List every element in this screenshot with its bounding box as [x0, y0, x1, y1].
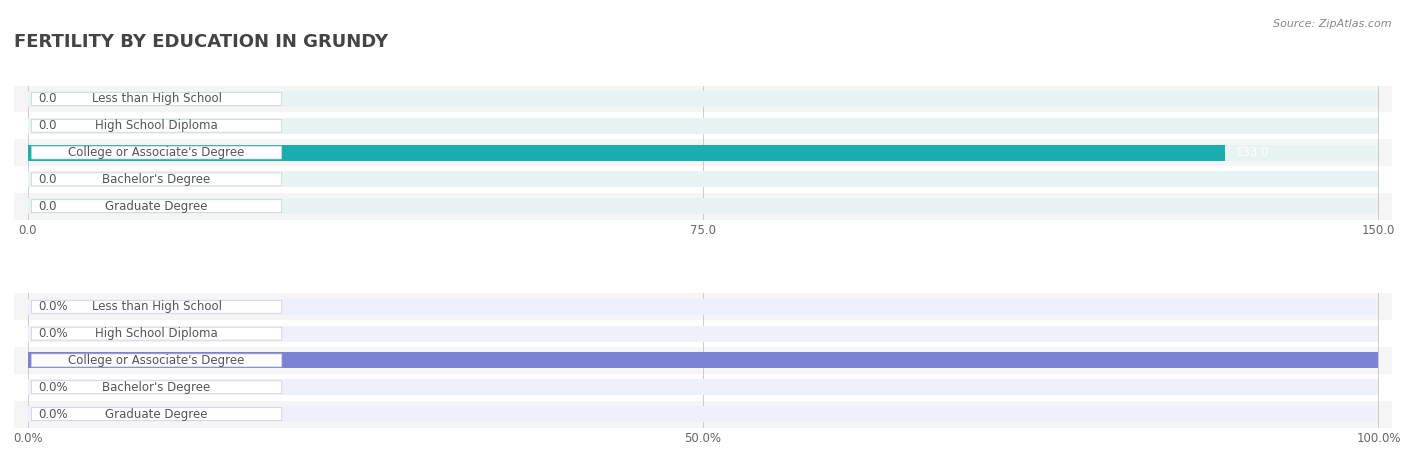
Text: Less than High School: Less than High School [91, 93, 222, 105]
Bar [14, 320, 1392, 347]
Text: Bachelor's Degree: Bachelor's Degree [103, 173, 211, 186]
FancyBboxPatch shape [31, 408, 281, 420]
Bar [14, 294, 1392, 320]
Text: 133.0: 133.0 [1236, 146, 1270, 159]
Bar [14, 86, 1392, 112]
Bar [28, 299, 1378, 315]
Text: Graduate Degree: Graduate Degree [105, 200, 208, 213]
Text: Graduate Degree: Graduate Degree [105, 408, 208, 420]
Bar [28, 352, 1378, 369]
Text: Bachelor's Degree: Bachelor's Degree [103, 381, 211, 394]
Bar [28, 144, 1378, 161]
Bar [14, 347, 1392, 374]
Bar [28, 171, 1378, 188]
Text: 100.0%: 100.0% [1389, 354, 1406, 367]
Text: 0.0%: 0.0% [38, 327, 67, 340]
Text: 0.0: 0.0 [38, 200, 56, 213]
Text: 0.0%: 0.0% [38, 300, 67, 314]
Text: Source: ZipAtlas.com: Source: ZipAtlas.com [1274, 19, 1392, 29]
Text: 0.0: 0.0 [38, 93, 56, 105]
Text: 0.0: 0.0 [38, 173, 56, 186]
Bar [14, 374, 1392, 401]
FancyBboxPatch shape [31, 300, 281, 313]
FancyBboxPatch shape [31, 146, 281, 159]
FancyBboxPatch shape [31, 354, 281, 367]
Bar [14, 193, 1392, 219]
Bar [28, 198, 1378, 214]
Bar [28, 325, 1378, 342]
Bar [28, 144, 1226, 161]
Bar [14, 112, 1392, 139]
FancyBboxPatch shape [31, 93, 281, 105]
Text: 0.0: 0.0 [38, 119, 56, 132]
Bar [28, 91, 1378, 107]
Text: College or Associate's Degree: College or Associate's Degree [69, 146, 245, 159]
Bar [28, 352, 1378, 369]
FancyBboxPatch shape [31, 119, 281, 132]
Bar [28, 118, 1378, 134]
FancyBboxPatch shape [31, 173, 281, 186]
Text: High School Diploma: High School Diploma [96, 119, 218, 132]
Text: 0.0%: 0.0% [38, 381, 67, 394]
Text: FERTILITY BY EDUCATION IN GRUNDY: FERTILITY BY EDUCATION IN GRUNDY [14, 33, 388, 51]
FancyBboxPatch shape [31, 381, 281, 394]
Bar [14, 401, 1392, 428]
Text: High School Diploma: High School Diploma [96, 327, 218, 340]
Text: College or Associate's Degree: College or Associate's Degree [69, 354, 245, 367]
Bar [14, 166, 1392, 193]
Text: 0.0%: 0.0% [38, 408, 67, 420]
Text: Less than High School: Less than High School [91, 300, 222, 314]
FancyBboxPatch shape [31, 200, 281, 213]
Bar [28, 406, 1378, 422]
FancyBboxPatch shape [31, 327, 281, 340]
Bar [28, 379, 1378, 395]
Bar [14, 139, 1392, 166]
